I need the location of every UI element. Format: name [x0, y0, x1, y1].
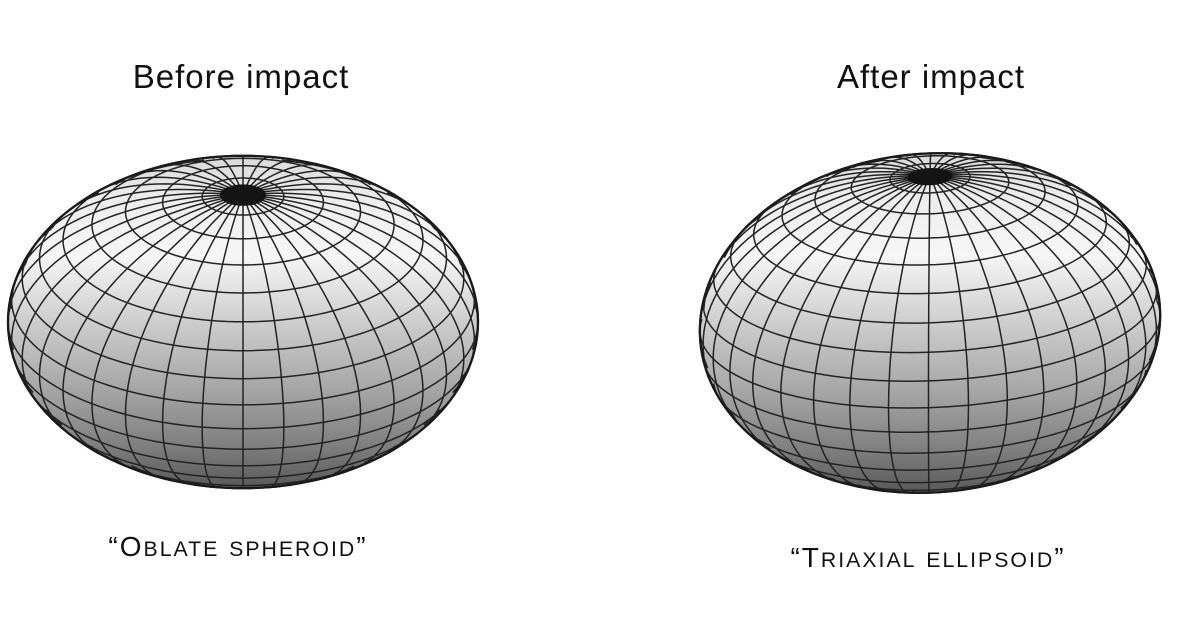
- small-cap-letter: A: [173, 537, 189, 561]
- small-cap-letter: D: [338, 537, 357, 561]
- small-cap-letter: O: [312, 537, 331, 561]
- small-cap-letter: E: [926, 548, 943, 572]
- longitude-grid-lines: [699, 152, 1161, 494]
- small-cap-letter: I: [878, 548, 887, 572]
- small-cap-letter: I: [970, 548, 979, 572]
- small-cap-letter: B: [143, 537, 160, 561]
- caption-triaxial-ellipsoid: “TRIAXIAL ELLIPSOID”: [790, 542, 1066, 573]
- small-cap-letter: P: [978, 548, 995, 572]
- small-cap-letter: L: [942, 548, 957, 572]
- small-cap-letter: S: [994, 548, 1011, 572]
- small-cap-letter: L: [956, 548, 971, 572]
- small-cap-letter: R: [295, 537, 313, 561]
- small-cap-letter: A: [886, 548, 903, 572]
- small-cap-letter: E: [278, 537, 296, 561]
- caption-oblate-spheroid: “OBLATE SPHEROID”: [108, 531, 368, 562]
- small-cap-letter: I: [1028, 548, 1037, 572]
- small-cap-letter: E: [203, 537, 220, 561]
- title-before-impact: Before impact: [132, 58, 350, 95]
- pole-cap: [220, 184, 266, 206]
- longitude-grid-lines: [7, 155, 479, 489]
- small-cap-letter: R: [820, 548, 839, 572]
- small-cap-letter: I: [838, 548, 847, 572]
- triaxial-ellipsoid-figure: [698, 152, 1162, 494]
- small-cap-letter: H: [261, 537, 279, 561]
- small-cap-letter: D: [1036, 548, 1055, 572]
- small-cap-letter: S: [229, 537, 246, 561]
- ellipsoid-outline: [698, 152, 1162, 494]
- small-cap-letter: L: [902, 548, 917, 572]
- title-after-impact: After impact: [836, 58, 1026, 95]
- small-cap-letter: O: [1010, 548, 1029, 572]
- pole-cap: [907, 168, 953, 186]
- small-cap-letter: P: [245, 537, 262, 561]
- small-cap-letter: X: [862, 548, 879, 572]
- small-cap-letter: L: [159, 537, 174, 561]
- small-cap-letter: A: [846, 548, 863, 572]
- small-cap-letter: T: [188, 537, 204, 561]
- small-cap-letter: I: [330, 537, 339, 561]
- ellipsoid-outline: [6, 154, 480, 490]
- oblate-spheroid-figure: [6, 154, 480, 490]
